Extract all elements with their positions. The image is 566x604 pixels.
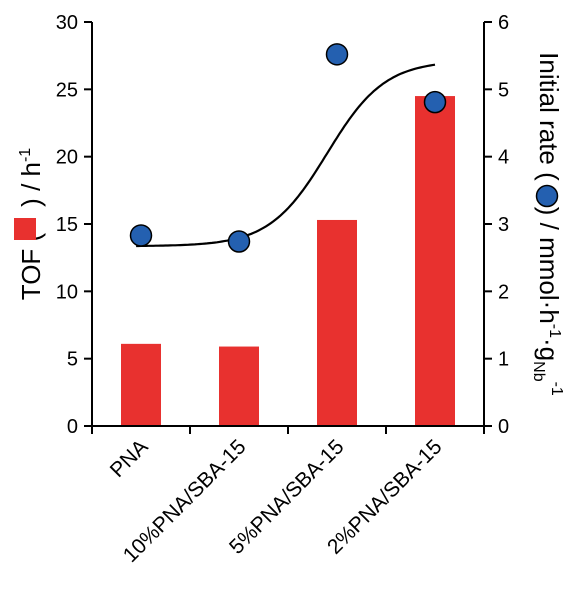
right-tick-label-4: 4 xyxy=(498,147,509,169)
left-axis-label-sup: -1 xyxy=(17,148,34,162)
right-tick-label-3: 3 xyxy=(498,214,509,236)
left-axis-ticks: 0 5 10 15 20 25 30 xyxy=(56,12,92,438)
right-axis-ticks: 0 1 2 3 4 5 6 xyxy=(484,12,509,438)
bar-0 xyxy=(121,343,161,426)
left-axis-label-swatch xyxy=(14,218,36,240)
trend-curve xyxy=(136,63,436,248)
right-tick-label-0: 0 xyxy=(498,416,509,438)
right-axis-label-main: Initial rate ( xyxy=(534,52,564,181)
left-tick-label-3: 15 xyxy=(56,214,78,236)
left-tick-label-1: 5 xyxy=(67,349,78,371)
left-tick-label-5: 25 xyxy=(56,79,78,101)
right-tick-label-2: 2 xyxy=(498,281,509,303)
rate-point-1 xyxy=(227,230,251,253)
left-tick-label-0: 0 xyxy=(67,416,78,438)
right-tick-label-5: 5 xyxy=(498,79,509,101)
bar-1 xyxy=(219,346,259,426)
right-axis-label-sup2: -1 xyxy=(548,382,565,396)
svg-text:Initial rate () / mmol·h-1·gNb: Initial rate () / mmol·h-1·gNb-1 xyxy=(530,52,565,396)
x-axis-ticks xyxy=(91,426,485,434)
right-tick-label-6: 6 xyxy=(498,12,509,34)
rate-series xyxy=(129,43,447,253)
right-axis-label-sup1: -1 xyxy=(546,324,563,338)
svg-text:TOF () / h-1: TOF ( ) / h-1 xyxy=(16,148,46,301)
right-axis-label: Initial rate () / mmol·h-1·gNb-1 xyxy=(530,52,565,396)
left-tick-label-4: 20 xyxy=(56,147,78,169)
right-axis-label-marker xyxy=(535,184,559,208)
bar-2 xyxy=(317,219,357,426)
bar-3 xyxy=(415,96,455,427)
rate-point-0 xyxy=(129,224,153,247)
left-tick-label-2: 10 xyxy=(56,281,78,303)
left-axis-label: TOF ( ) / h-1 xyxy=(16,148,46,301)
right-axis-label-mid: ) / mmol·h xyxy=(534,207,564,324)
rate-point-2 xyxy=(325,43,349,66)
rate-point-3 xyxy=(423,90,447,114)
bar-series xyxy=(121,96,455,427)
right-axis-label-mid2: ·g xyxy=(534,338,564,361)
right-tick-label-1: 1 xyxy=(498,349,509,371)
left-tick-label-6: 30 xyxy=(56,12,78,34)
left-axis-label-tail: ) / h xyxy=(16,162,46,207)
right-axis-label-sub: Nb xyxy=(530,361,547,382)
left-axis-label-main: TOF ( xyxy=(16,232,46,300)
category-label-0: PNA xyxy=(106,435,153,482)
